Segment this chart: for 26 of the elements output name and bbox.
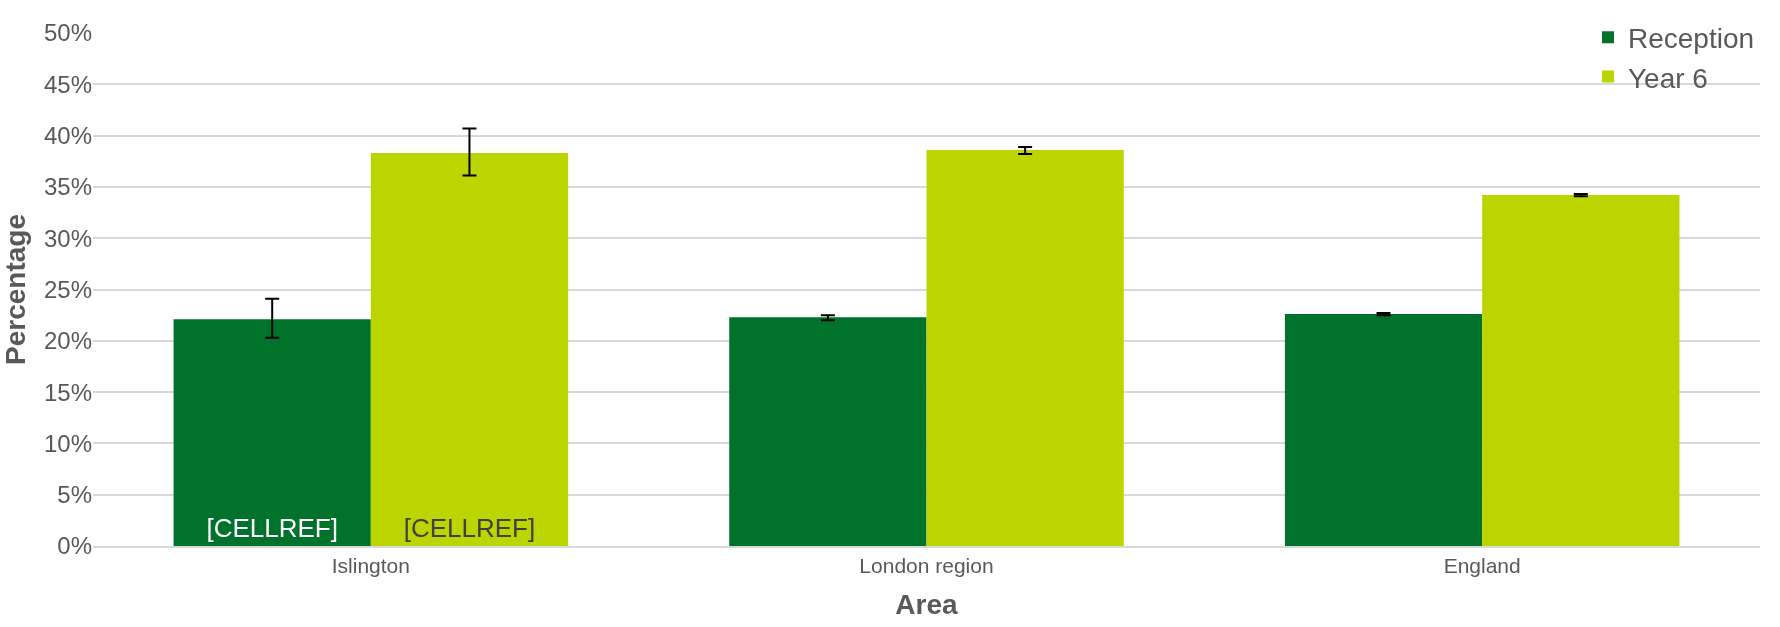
y-tick-label: 25% — [43, 275, 92, 303]
data-label: [CELLREF] — [403, 513, 536, 543]
y-tick-label: 40% — [43, 122, 92, 149]
x-tick-label: England — [1443, 553, 1521, 577]
y-tick-label: 10% — [43, 429, 92, 457]
y-tick-label: 15% — [43, 378, 92, 406]
x-tick-label: Islington — [331, 553, 410, 577]
y-axis-title: Percentage — [0, 214, 31, 365]
y-tick-label: 45% — [43, 70, 92, 98]
y-tick-label: 50% — [43, 19, 92, 47]
x-axis-title: Area — [895, 588, 959, 620]
bar — [1482, 195, 1680, 546]
data-label: [CELLREF] — [206, 513, 338, 543]
y-tick-label: 30% — [43, 224, 92, 252]
bar — [729, 317, 927, 546]
bar — [370, 153, 569, 546]
bar — [926, 149, 1124, 546]
bar — [173, 319, 371, 546]
y-tick-label: 0% — [57, 532, 92, 560]
legend-label: Year 6 — [1628, 62, 1708, 94]
legend-label: Reception — [1628, 23, 1755, 55]
y-tick-label: 5% — [57, 481, 92, 509]
y-tick-label: 20% — [43, 327, 92, 355]
x-tick-label: London region — [859, 553, 994, 577]
y-tick-label: 35% — [43, 173, 92, 201]
bar — [1284, 314, 1483, 546]
